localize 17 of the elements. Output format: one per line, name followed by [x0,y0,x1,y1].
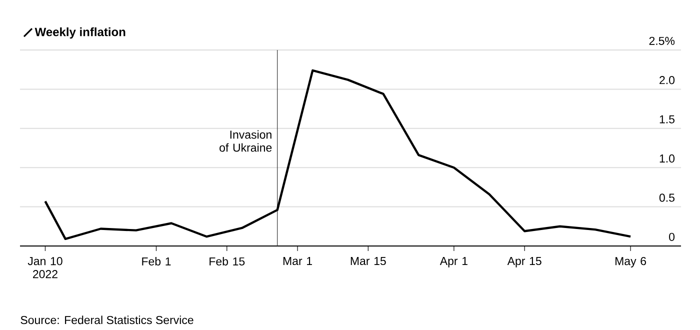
x-tick-label: May 6 [616,257,646,268]
y-tick-label: 2.0 [660,76,675,84]
x-tick-label: Apr 15 [507,257,542,268]
y-tick-label: 2.5% [649,36,675,45]
legend-label: Weekly inflation [34,27,126,39]
y-tick-label: 1.0 [660,154,675,163]
ref-line-label: Invasion of Ukraine [220,130,272,152]
x-tick-label: Jan 10 2022 [28,257,62,278]
x-tick-label: Feb 1 [142,257,171,266]
source-note: Source: Federal Statistics Service [20,316,194,324]
x-tick-label: Feb 15 [210,257,245,266]
x-tick-label: Mar 1 [283,257,312,266]
x-tick-label: Apr 1 [440,257,468,268]
y-tick-label: 0.5 [659,194,674,202]
y-tick-label: 1.5 [660,115,674,124]
x-tick-label: Mar 15 [350,257,386,266]
y-tick-label: 0 [669,232,675,241]
